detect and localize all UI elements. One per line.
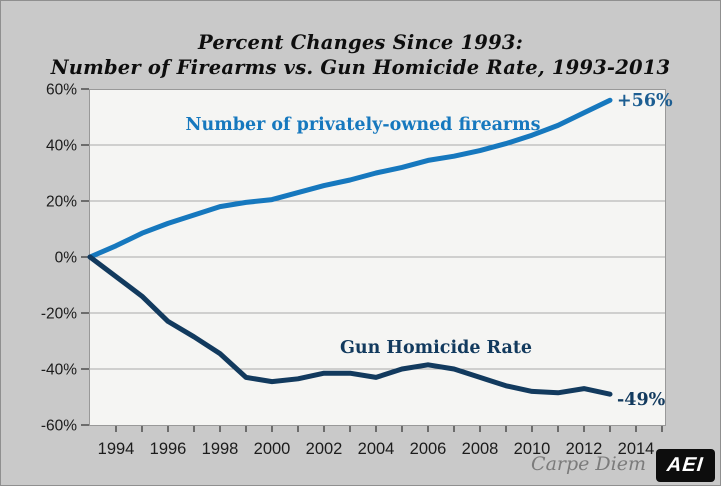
x-tick-label: 2012 xyxy=(566,440,603,458)
x-tick-label: 2000 xyxy=(254,440,291,458)
x-tick-label: 1996 xyxy=(150,440,187,458)
x-tick-label: 2006 xyxy=(410,440,447,458)
chart-title-line2: Number of Firearms vs. Gun Homicide Rate… xyxy=(50,56,671,79)
series-line-gun-homicide xyxy=(87,254,613,397)
x-tick-label: 1998 xyxy=(202,440,239,458)
aei-logo-text: AEI xyxy=(666,454,705,476)
y-tick-label: 0% xyxy=(55,250,78,267)
x-tick-label: 2010 xyxy=(514,440,551,458)
series-label-gun-homicide: Gun Homicide Rate xyxy=(340,338,532,358)
x-tick-label: 2002 xyxy=(306,440,343,458)
x-tick-label: 2008 xyxy=(462,440,499,458)
y-tick-label: -20% xyxy=(41,306,77,323)
x-tick-label: 2004 xyxy=(358,440,395,458)
y-tick-label: 40% xyxy=(46,138,77,155)
x-tick-label: 2014 xyxy=(618,440,655,458)
end-value-label-firearms: +56% xyxy=(617,91,673,111)
x-tick-label: 1994 xyxy=(98,440,135,458)
y-tick-label: 60% xyxy=(46,82,77,99)
footer: Carpe Diem AEI xyxy=(531,449,715,482)
aei-logo: AEI xyxy=(656,449,715,482)
chart-title: Percent Changes Since 1993: Number of Fi… xyxy=(1,30,720,80)
y-tick-label: 20% xyxy=(46,194,77,211)
series-line-firearms xyxy=(87,97,613,260)
chart-title-line1: Percent Changes Since 1993: xyxy=(198,31,523,54)
y-tick-label: -40% xyxy=(41,362,77,379)
credit-text: Carpe Diem xyxy=(531,452,646,475)
series-label-firearms: Number of privately-owned firearms xyxy=(185,115,540,135)
end-value-label-gun-homicide: -49% xyxy=(617,390,666,410)
y-tick-label: -60% xyxy=(41,418,77,435)
